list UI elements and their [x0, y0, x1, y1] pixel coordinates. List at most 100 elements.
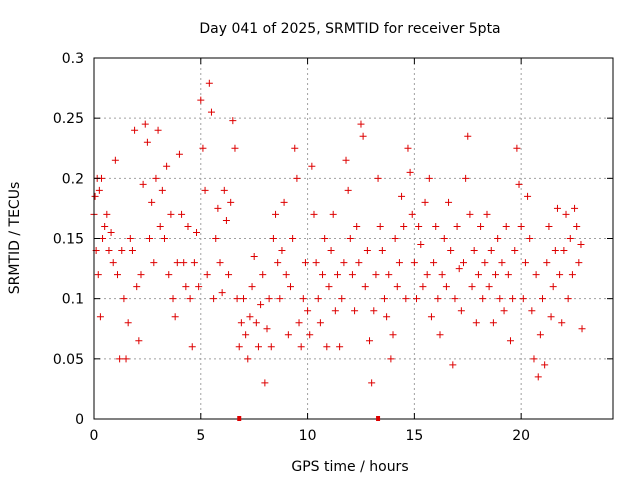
data-point: [291, 144, 299, 152]
data-point: [235, 343, 243, 351]
data-point: [470, 247, 478, 255]
data-point: [265, 295, 273, 303]
data-point: [442, 283, 450, 291]
axis-markers: [237, 416, 381, 421]
data-point: [126, 235, 134, 242]
data-point: [571, 204, 579, 212]
data-point: [342, 156, 350, 164]
data-point: [351, 307, 359, 315]
data-point: [524, 192, 532, 200]
data-point: [483, 210, 491, 218]
data-point: [573, 222, 581, 230]
data-point: [327, 247, 335, 255]
data-point: [193, 228, 201, 236]
data-point: [472, 319, 480, 327]
data-point: [374, 174, 382, 182]
data-point: [338, 295, 346, 303]
data-point: [199, 144, 207, 152]
data-point: [306, 331, 314, 339]
data-point: [551, 247, 559, 255]
data-point: [188, 343, 196, 351]
data-point: [158, 186, 166, 194]
data-point: [357, 120, 365, 128]
data-point: [141, 120, 149, 128]
data-point: [553, 204, 561, 212]
data-point: [370, 307, 378, 315]
data-point: [498, 259, 506, 267]
data-point: [455, 265, 463, 273]
data-point: [500, 307, 508, 315]
data-point: [385, 271, 393, 279]
data-point: [434, 295, 442, 303]
data-point: [257, 301, 265, 309]
data-point: [301, 259, 309, 267]
data-point: [105, 247, 113, 255]
data-point: [404, 144, 412, 152]
data-points: [90, 79, 586, 387]
data-point: [449, 361, 457, 369]
data-point: [282, 271, 290, 279]
data-point: [436, 331, 444, 339]
data-point: [485, 283, 493, 291]
data-point: [521, 259, 529, 267]
data-point: [353, 222, 361, 230]
data-point: [248, 283, 256, 291]
data-point: [556, 271, 564, 279]
data-point: [391, 235, 399, 242]
data-point: [496, 295, 504, 303]
data-point: [560, 247, 568, 255]
data-point: [366, 337, 374, 345]
data-point: [214, 204, 222, 212]
data-point: [562, 210, 570, 218]
data-point: [216, 259, 224, 267]
data-point: [515, 180, 523, 188]
data-point: [406, 168, 414, 176]
data-point: [295, 319, 303, 327]
data-point: [319, 271, 327, 279]
data-point: [171, 313, 179, 321]
data-point: [220, 186, 228, 194]
chart-title: Day 041 of 2025, SRMTID for receiver 5pt…: [199, 21, 500, 37]
data-point: [400, 222, 408, 230]
y-tick-label: 0.05: [53, 352, 84, 368]
data-point: [152, 174, 160, 182]
data-point: [203, 271, 211, 279]
data-point: [566, 235, 574, 242]
data-point: [180, 259, 188, 267]
data-point: [304, 307, 312, 315]
data-point: [477, 222, 485, 230]
data-point: [135, 337, 143, 345]
data-point: [534, 373, 542, 381]
data-point: [549, 283, 557, 291]
data-point: [398, 192, 406, 200]
data-point: [308, 162, 316, 170]
data-point: [113, 271, 121, 279]
data-point: [274, 259, 282, 267]
data-point: [489, 319, 497, 327]
data-point: [333, 271, 341, 279]
data-point: [242, 331, 250, 339]
data-point: [536, 331, 544, 339]
data-point: [299, 295, 307, 303]
x-axis-label: GPS time / hours: [291, 459, 408, 475]
x-tick-label: 10: [299, 428, 317, 444]
data-point: [440, 235, 448, 242]
data-point: [513, 144, 521, 152]
data-point: [541, 361, 549, 369]
data-point: [506, 337, 514, 345]
data-point: [517, 222, 525, 230]
data-point: [91, 192, 99, 200]
data-point: [438, 271, 446, 279]
data-point: [186, 295, 194, 303]
data-point: [201, 186, 209, 194]
data-point: [359, 132, 367, 140]
data-point: [286, 283, 294, 291]
data-point: [487, 247, 495, 255]
data-point: [481, 259, 489, 267]
data-point: [184, 222, 192, 230]
data-point: [139, 180, 147, 188]
data-point: [190, 259, 198, 267]
y-tick-label: 0.25: [53, 111, 84, 127]
data-point: [210, 295, 218, 303]
data-point: [558, 319, 566, 327]
